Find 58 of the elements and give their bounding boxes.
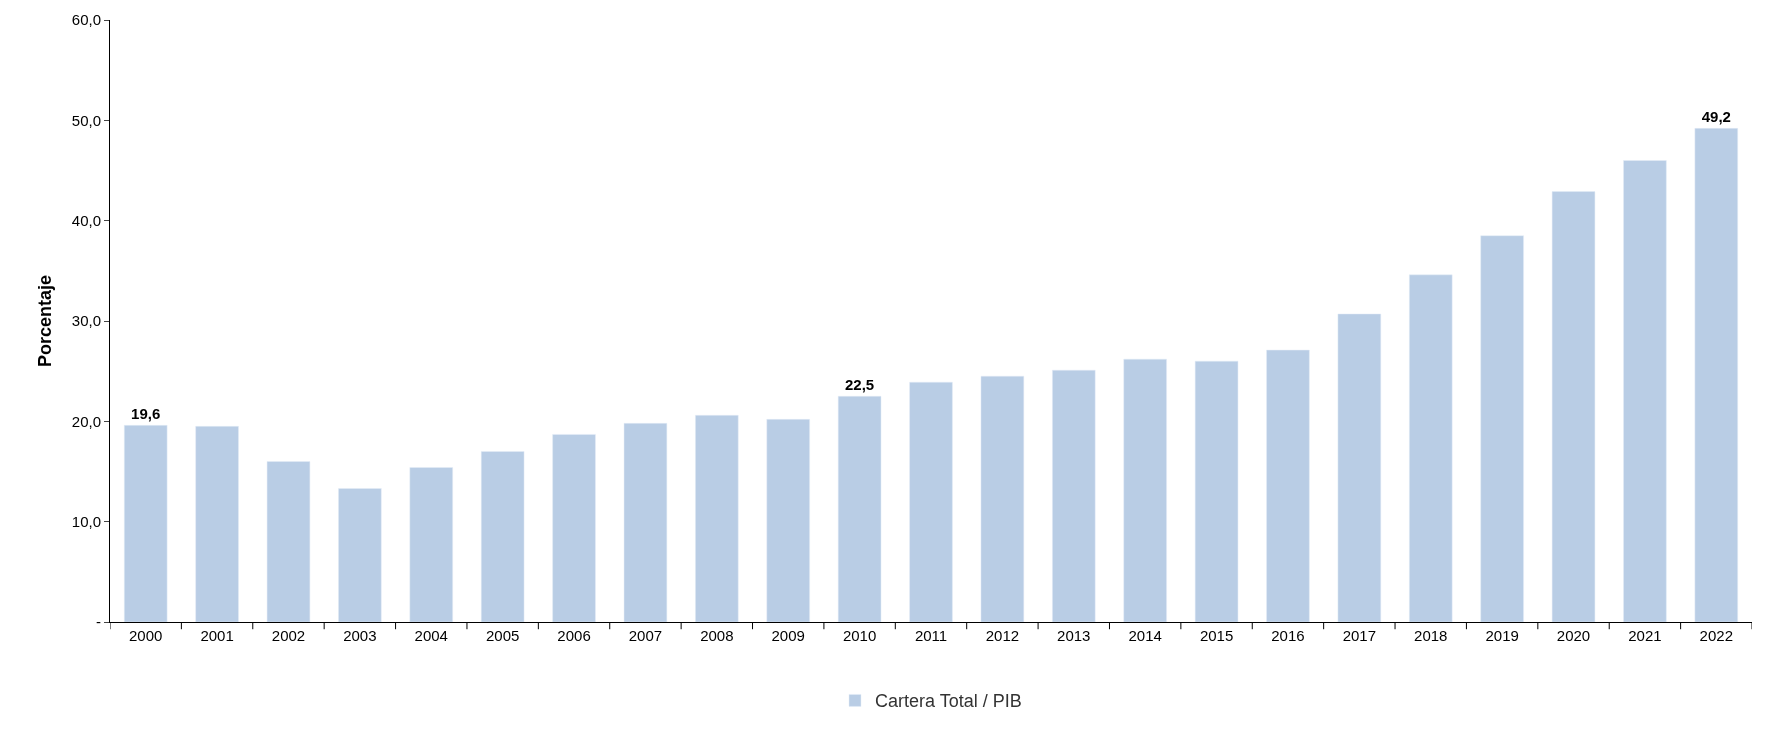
x-tick-label: 2014 bbox=[1128, 627, 1162, 644]
y-tick-label: 20,0 bbox=[71, 412, 101, 430]
y-tick-label: - bbox=[96, 613, 101, 631]
x-tick-label: 2004 bbox=[414, 627, 448, 644]
x-tick-label: 2001 bbox=[200, 627, 234, 644]
bar bbox=[1694, 128, 1738, 622]
bar bbox=[552, 434, 596, 622]
bar bbox=[409, 467, 453, 622]
bar bbox=[338, 488, 382, 622]
y-tick-label: 50,0 bbox=[71, 111, 101, 129]
bar bbox=[1052, 369, 1096, 622]
bar bbox=[1194, 360, 1239, 622]
x-tick-label: 2017 bbox=[1342, 627, 1377, 644]
bar bbox=[1123, 358, 1167, 622]
x-tick-label: 2010 bbox=[842, 627, 877, 644]
x-tick-label: 2008 bbox=[700, 627, 734, 644]
x-tick-label: 2019 bbox=[1485, 627, 1519, 644]
x-tick-label: 2020 bbox=[1556, 627, 1591, 644]
bar bbox=[124, 425, 168, 622]
bar bbox=[623, 423, 668, 622]
x-tick-label: 2006 bbox=[557, 627, 591, 644]
bar bbox=[195, 426, 239, 622]
bar bbox=[766, 419, 810, 622]
x-tick-label: 2002 bbox=[271, 627, 306, 644]
x-tick-label: 2013 bbox=[1057, 627, 1091, 644]
x-tick-label: 2000 bbox=[129, 627, 163, 644]
bar bbox=[1337, 313, 1382, 622]
data-label: 22,5 bbox=[845, 376, 875, 394]
x-tick-label: 2022 bbox=[1699, 627, 1733, 644]
bar bbox=[480, 451, 525, 622]
bar bbox=[695, 415, 739, 622]
x-tick-label: 2007 bbox=[628, 627, 663, 644]
y-tick-label: 30,0 bbox=[71, 312, 101, 330]
x-tick-label: 2005 bbox=[485, 627, 520, 644]
bar bbox=[1551, 191, 1596, 622]
x-tick-label: 2011 bbox=[914, 627, 948, 644]
x-tick-label: 2012 bbox=[985, 627, 1020, 644]
x-tick-label: 2018 bbox=[1414, 627, 1448, 644]
y-tick-label: 10,0 bbox=[71, 512, 101, 530]
data-label: 19,6 bbox=[131, 405, 161, 423]
bar bbox=[1480, 235, 1524, 622]
x-tick-label: 2015 bbox=[1199, 627, 1234, 644]
data-label: 49,2 bbox=[1701, 108, 1731, 126]
bar bbox=[1623, 160, 1667, 622]
bar bbox=[266, 461, 311, 622]
legend-label: Cartera Total / PIB bbox=[875, 691, 1022, 712]
x-tick-label: 2009 bbox=[771, 627, 805, 644]
bar bbox=[837, 396, 882, 622]
bar bbox=[1409, 274, 1453, 622]
y-tick-label: 40,0 bbox=[71, 211, 101, 229]
y-axis-title: Porcentaje bbox=[35, 274, 55, 368]
x-tick-label: 2016 bbox=[1271, 627, 1305, 644]
y-tick-label: 60,0 bbox=[71, 11, 101, 29]
bar bbox=[1266, 349, 1310, 622]
bar bbox=[980, 375, 1025, 622]
x-tick-label: 2021 bbox=[1628, 627, 1662, 644]
bar bbox=[909, 381, 953, 622]
x-tick-label: 2003 bbox=[343, 627, 377, 644]
